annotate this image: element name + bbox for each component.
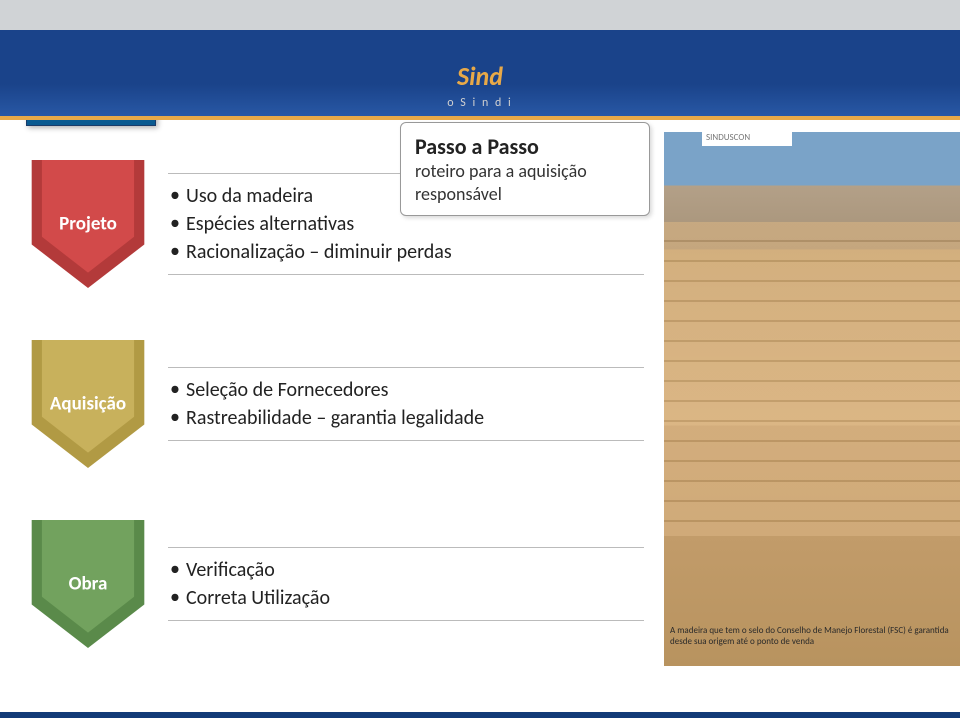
- slide-bottom-border: [0, 712, 960, 718]
- callout-box: Passo a Passo roteiro para a aquisição r…: [400, 122, 650, 216]
- chevron-obra: Obra: [24, 520, 152, 648]
- chevron-aquisicao: Aquisição: [24, 340, 152, 468]
- chevron-label-obra: Obra: [69, 573, 108, 596]
- chevron-label-projeto: Projeto: [59, 213, 117, 236]
- photo-watermark: SINDUSCON: [702, 132, 792, 146]
- content-aquisicao: Seleção de Fornecedores Rastreabilidade …: [152, 367, 644, 441]
- header-band: Sind o S i n d i: [0, 0, 960, 120]
- stage-row-obra: Obra Verificação Correta Utilização: [24, 520, 644, 648]
- content-obra: Verificação Correta Utilização: [152, 547, 644, 621]
- bullet: Racionalização – diminuir perdas: [168, 238, 644, 266]
- bullet: Correta Utilização: [168, 584, 644, 612]
- bullet: Verificação: [168, 556, 644, 584]
- wood-photo: SINDUSCON A madeira que tem o selo do Co…: [664, 132, 960, 666]
- header-top-stripe: [0, 0, 960, 30]
- header-accent-line: [0, 116, 960, 120]
- header-title: Sind: [457, 60, 503, 92]
- process-diagram: Projeto Uso da madeira Espécies alternat…: [24, 160, 644, 700]
- bullet: Rastreabilidade – garantia legalidade: [168, 404, 644, 432]
- chevron-projeto: Projeto: [24, 160, 152, 288]
- callout-text: roteiro para a aquisição responsável: [415, 160, 635, 205]
- stage-row-aquisicao: Aquisição Seleção de Fornecedores Rastre…: [24, 340, 644, 468]
- callout-title: Passo a Passo: [415, 133, 635, 160]
- chevron-label-aquisicao: Aquisição: [50, 393, 126, 416]
- photo-caption: A madeira que tem o selo do Conselho de …: [670, 625, 954, 648]
- bullet: Seleção de Fornecedores: [168, 376, 644, 404]
- header-subtitle: o S i n d i: [447, 96, 513, 110]
